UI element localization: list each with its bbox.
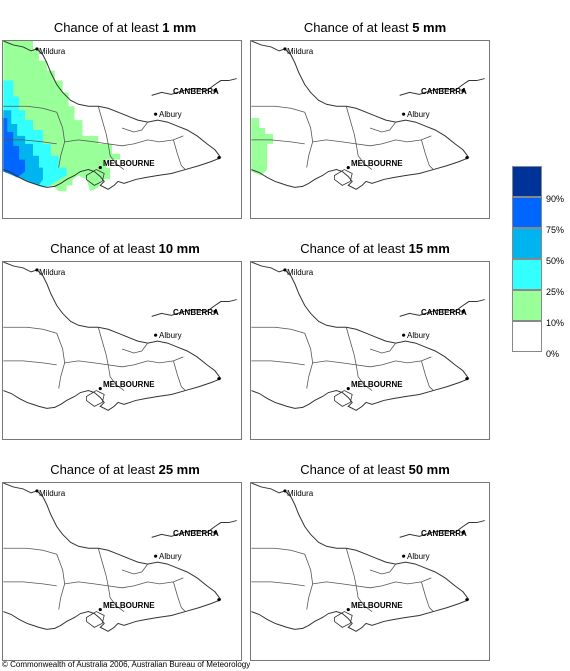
rain-probability-overlay <box>3 41 121 192</box>
copyright-notice: © Commonwealth of Australia 2006, Austra… <box>2 660 251 669</box>
legend-swatch-10 <box>512 290 542 321</box>
map-10mm: Mildura CANBERRA Albury MELBOURNE <box>2 261 242 440</box>
city-label-melbourne: MELBOURNE <box>351 380 403 389</box>
legend-swatch-50 <box>512 228 542 259</box>
legend-label-25: 25% <box>546 287 565 297</box>
victoria-map <box>3 262 237 411</box>
panel-title-25mm: Chance of at least 25 mm <box>50 462 200 477</box>
legend-label-90: 90% <box>546 194 565 204</box>
legend-swatch-25 <box>512 259 542 290</box>
panel-title-5mm: Chance of at least 5 mm <box>303 20 447 35</box>
victoria-map <box>251 483 485 632</box>
city-label-mildura: Mildura <box>287 268 314 277</box>
victoria-map <box>251 262 485 411</box>
legend-label-0: 0% <box>546 349 560 359</box>
city-label-melbourne: MELBOURNE <box>103 380 155 389</box>
city-label-albury: Albury <box>407 552 430 561</box>
city-label-mildura: Mildura <box>39 489 66 498</box>
legend-label-50: 50% <box>546 256 565 266</box>
panel-title-50mm: Chance of at least 50 mm <box>300 462 450 477</box>
city-label-canberra: CANBERRA <box>173 529 219 538</box>
map-25mm: Mildura CANBERRA Albury MELBOURNE <box>2 482 242 661</box>
city-label-mildura: Mildura <box>287 47 314 56</box>
city-label-melbourne: MELBOURNE <box>351 159 403 168</box>
city-label-albury: Albury <box>159 552 182 561</box>
city-label-melbourne: MELBOURNE <box>351 601 403 610</box>
city-label-albury: Albury <box>407 331 430 340</box>
city-label-mildura: Mildura <box>39 47 66 56</box>
map-1mm: Mildura CANBERRA Albury MELBOURNE <box>2 40 242 219</box>
victoria-map <box>3 41 237 192</box>
victoria-map <box>251 41 485 190</box>
city-label-albury: Albury <box>159 110 182 119</box>
city-label-mildura: Mildura <box>39 268 66 277</box>
city-label-melbourne: MELBOURNE <box>103 601 155 610</box>
legend-label-10: 10% <box>546 318 565 328</box>
panel-title-1mm: Chance of at least 1 mm <box>53 20 197 35</box>
legend-swatch-75 <box>512 197 542 228</box>
legend-swatch-90 <box>512 166 542 197</box>
legend-label-75: 75% <box>546 225 565 235</box>
city-label-canberra: CANBERRA <box>421 529 467 538</box>
legend-swatch-0 <box>512 321 542 352</box>
map-15mm: Mildura CANBERRA Albury MELBOURNE <box>250 261 490 440</box>
city-label-canberra: CANBERRA <box>173 308 219 317</box>
city-label-mildura: Mildura <box>287 489 314 498</box>
city-label-melbourne: MELBOURNE <box>103 159 155 168</box>
city-label-canberra: CANBERRA <box>173 87 219 96</box>
victoria-map <box>3 483 237 632</box>
city-label-albury: Albury <box>407 110 430 119</box>
city-label-canberra: CANBERRA <box>421 308 467 317</box>
panel-title-10mm: Chance of at least 10 mm <box>50 241 200 256</box>
map-5mm: Mildura CANBERRA Albury MELBOURNE <box>250 40 490 219</box>
probability-legend <box>512 166 542 352</box>
city-label-albury: Albury <box>159 331 182 340</box>
city-label-canberra: CANBERRA <box>421 87 467 96</box>
panel-title-15mm: Chance of at least 15 mm <box>300 241 450 256</box>
map-50mm: Mildura CANBERRA Albury MELBOURNE <box>250 482 490 661</box>
